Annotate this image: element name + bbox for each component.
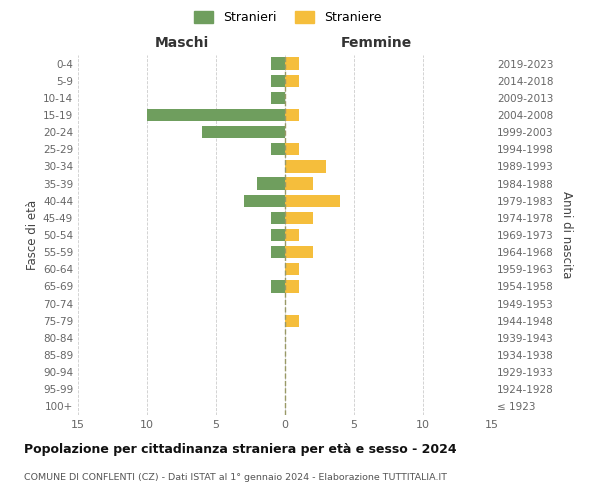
- Bar: [271, 58, 285, 70]
- Bar: [285, 280, 299, 292]
- Bar: [257, 178, 285, 190]
- Y-axis label: Anni di nascita: Anni di nascita: [560, 192, 573, 278]
- Text: Maschi: Maschi: [154, 36, 209, 50]
- Bar: [271, 74, 285, 87]
- Legend: Stranieri, Straniere: Stranieri, Straniere: [190, 6, 386, 29]
- Bar: [147, 109, 285, 121]
- Bar: [271, 246, 285, 258]
- Text: Popolazione per cittadinanza straniera per età e sesso - 2024: Popolazione per cittadinanza straniera p…: [24, 442, 457, 456]
- Bar: [285, 178, 313, 190]
- Bar: [285, 160, 326, 172]
- Bar: [271, 280, 285, 292]
- Bar: [244, 194, 285, 207]
- Y-axis label: Fasce di età: Fasce di età: [26, 200, 39, 270]
- Bar: [202, 126, 285, 138]
- Bar: [285, 263, 299, 276]
- Bar: [271, 229, 285, 241]
- Text: Femmine: Femmine: [340, 36, 412, 50]
- Bar: [285, 194, 340, 207]
- Bar: [285, 109, 299, 121]
- Bar: [285, 229, 299, 241]
- Bar: [285, 58, 299, 70]
- Bar: [271, 143, 285, 156]
- Bar: [271, 212, 285, 224]
- Bar: [285, 143, 299, 156]
- Bar: [285, 246, 313, 258]
- Bar: [271, 92, 285, 104]
- Text: COMUNE DI CONFLENTI (CZ) - Dati ISTAT al 1° gennaio 2024 - Elaborazione TUTTITAL: COMUNE DI CONFLENTI (CZ) - Dati ISTAT al…: [24, 472, 447, 482]
- Bar: [285, 74, 299, 87]
- Bar: [285, 212, 313, 224]
- Bar: [285, 314, 299, 327]
